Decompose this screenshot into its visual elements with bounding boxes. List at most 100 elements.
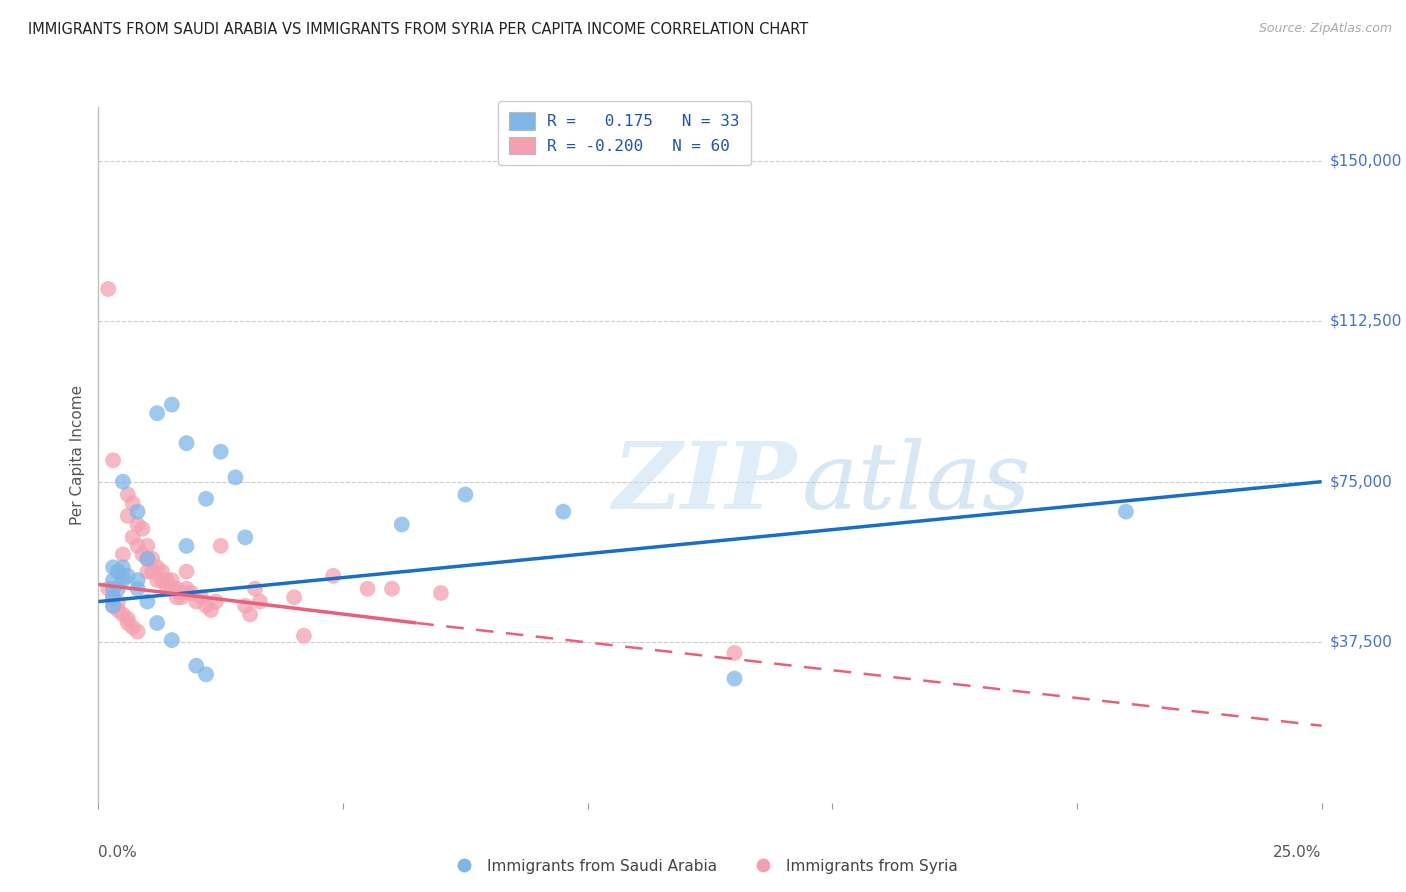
Point: [186, 594, 208, 608]
Point: [136, 551, 159, 566]
Point: [127, 624, 149, 639]
Point: [146, 615, 169, 630]
Point: [107, 594, 129, 608]
Legend: Immigrants from Saudi Arabia, Immigrants from Syria: Immigrants from Saudi Arabia, Immigrants…: [443, 853, 963, 880]
Point: [239, 607, 262, 622]
Point: [200, 603, 222, 617]
Point: [166, 582, 188, 596]
Point: [160, 573, 183, 587]
Point: [141, 565, 163, 579]
Point: [101, 582, 124, 596]
Point: [170, 586, 193, 600]
Point: [160, 398, 183, 412]
Point: [111, 560, 134, 574]
Point: [101, 599, 124, 613]
Text: IMMIGRANTS FROM SAUDI ARABIA VS IMMIGRANTS FROM SYRIA PER CAPITA INCOME CORRELAT: IMMIGRANTS FROM SAUDI ARABIA VS IMMIGRAN…: [28, 22, 808, 37]
Point: [292, 629, 315, 643]
Point: [233, 530, 256, 544]
Point: [190, 591, 212, 605]
Point: [121, 530, 143, 544]
Point: [107, 582, 129, 596]
Point: [111, 569, 134, 583]
Point: [117, 508, 139, 523]
Point: [156, 573, 179, 587]
Point: [117, 615, 139, 630]
Point: [117, 569, 139, 583]
Point: [97, 582, 120, 596]
Y-axis label: Per Capita Income: Per Capita Income: [70, 384, 86, 525]
Point: [186, 658, 208, 673]
Point: [150, 565, 173, 579]
Point: [723, 646, 745, 660]
Point: [180, 586, 202, 600]
Point: [356, 582, 378, 596]
Point: [136, 551, 159, 566]
Point: [131, 522, 153, 536]
Text: 0.0%: 0.0%: [98, 845, 138, 860]
Point: [141, 551, 163, 566]
Point: [176, 582, 198, 596]
Point: [156, 582, 179, 596]
Point: [107, 565, 129, 579]
Point: [160, 582, 183, 596]
Point: [249, 594, 271, 608]
Point: [111, 573, 134, 587]
Point: [146, 573, 169, 587]
Point: [127, 505, 149, 519]
Point: [176, 565, 198, 579]
Point: [117, 612, 139, 626]
Point: [1115, 505, 1137, 519]
Point: [430, 586, 453, 600]
Point: [195, 667, 218, 681]
Point: [195, 599, 218, 613]
Point: [146, 406, 169, 420]
Point: [160, 633, 183, 648]
Text: atlas: atlas: [801, 438, 1031, 528]
Text: $75,000: $75,000: [1330, 475, 1393, 489]
Point: [127, 539, 149, 553]
Point: [127, 573, 149, 587]
Point: [322, 569, 344, 583]
Point: [553, 505, 575, 519]
Point: [127, 517, 149, 532]
Point: [111, 607, 134, 622]
Point: [111, 475, 134, 489]
Point: [97, 282, 120, 296]
Point: [121, 620, 143, 634]
Point: [170, 591, 193, 605]
Point: [391, 517, 413, 532]
Point: [176, 539, 198, 553]
Point: [131, 548, 153, 562]
Point: [283, 591, 305, 605]
Point: [117, 487, 139, 501]
Point: [101, 591, 124, 605]
Text: $112,500: $112,500: [1330, 314, 1402, 328]
Point: [101, 591, 124, 605]
Text: 25.0%: 25.0%: [1274, 845, 1322, 860]
Point: [146, 560, 169, 574]
Point: [101, 560, 124, 574]
Point: [243, 582, 266, 596]
Point: [224, 470, 246, 484]
Point: [195, 491, 218, 506]
Point: [205, 594, 228, 608]
Point: [136, 565, 159, 579]
Text: $37,500: $37,500: [1330, 635, 1393, 649]
Point: [723, 672, 745, 686]
Point: [209, 539, 232, 553]
Point: [166, 591, 188, 605]
Point: [381, 582, 404, 596]
Point: [176, 436, 198, 450]
Point: [107, 603, 129, 617]
Text: $150,000: $150,000: [1330, 153, 1402, 168]
Point: [136, 594, 159, 608]
Point: [136, 539, 159, 553]
Point: [101, 453, 124, 467]
Point: [111, 548, 134, 562]
Point: [101, 573, 124, 587]
Point: [127, 582, 149, 596]
Point: [150, 573, 173, 587]
Point: [107, 565, 129, 579]
Point: [209, 444, 232, 458]
Point: [454, 487, 477, 501]
